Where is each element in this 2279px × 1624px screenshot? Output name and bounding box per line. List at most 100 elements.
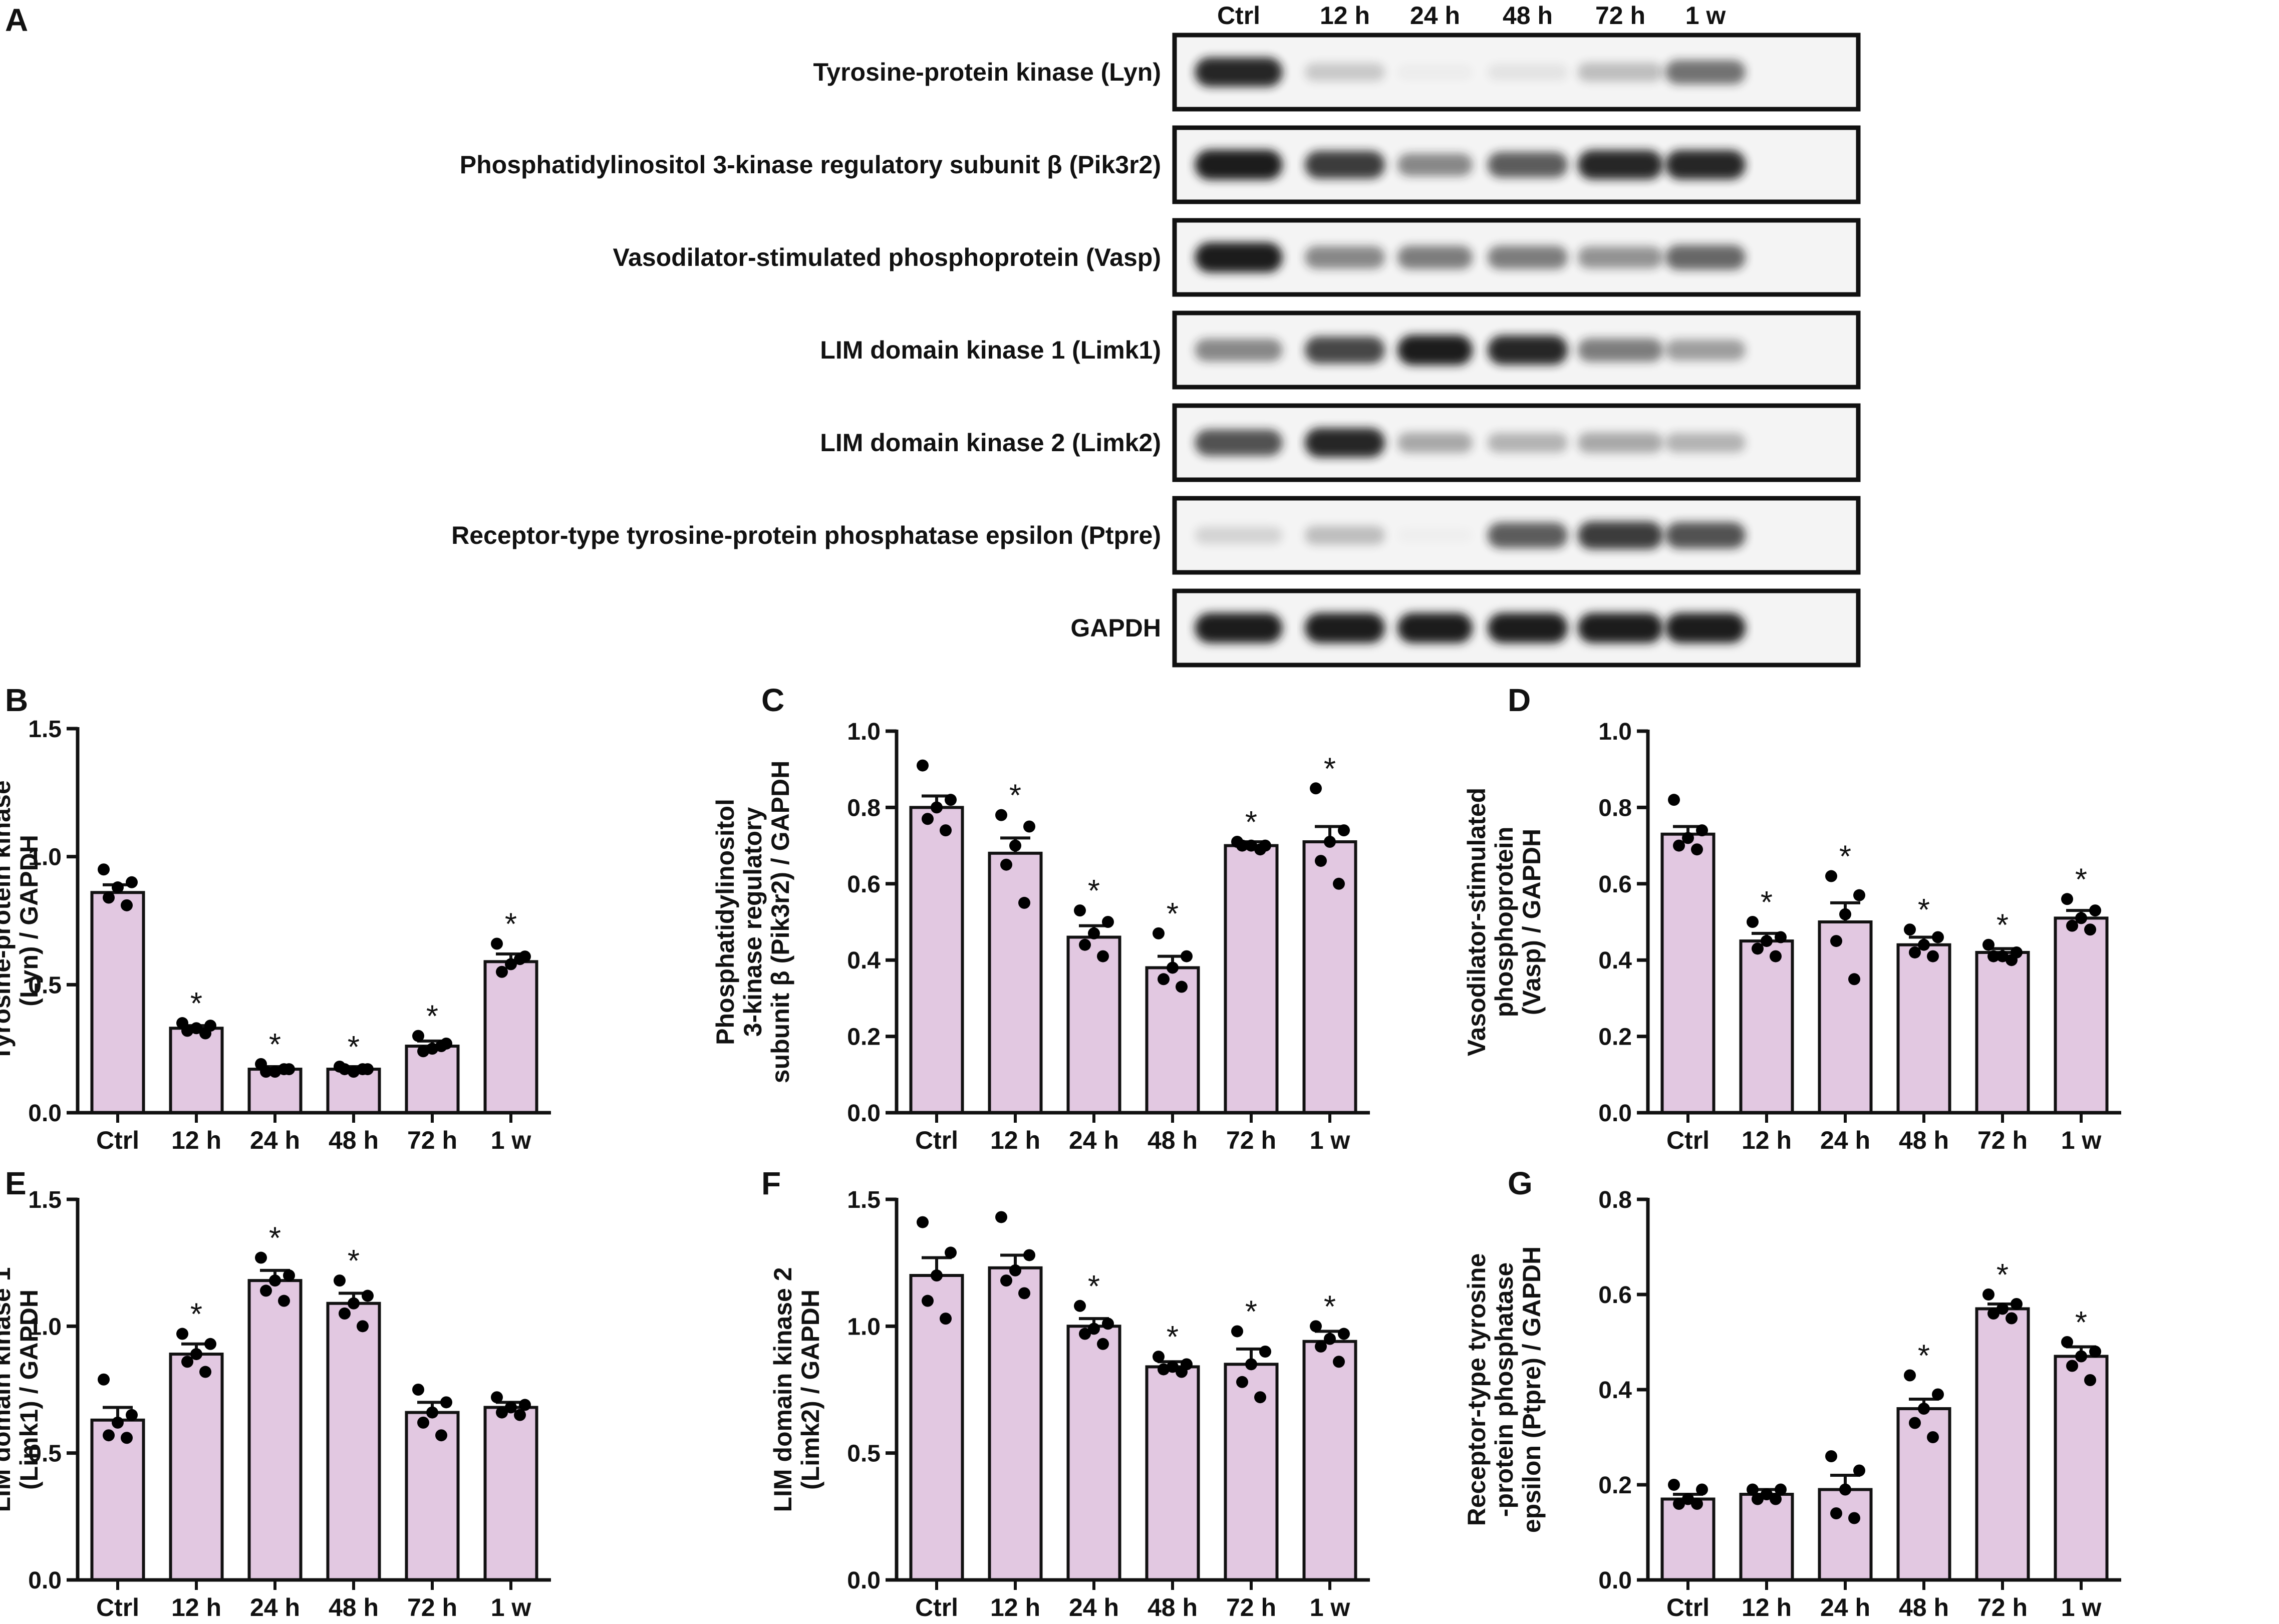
data-point xyxy=(1245,839,1257,852)
y-tick-label: 1.5 xyxy=(28,1187,62,1213)
x-tick-label: 48 h xyxy=(1148,1593,1198,1621)
data-point xyxy=(2075,912,2087,924)
lane-label: 1 w xyxy=(1685,2,1726,30)
data-point xyxy=(1023,820,1035,833)
chart-d: D Vasodilator-stimulated phosphoprotein (Va… xyxy=(1463,682,2121,1154)
data-point xyxy=(1167,961,1179,974)
data-point xyxy=(1338,1328,1350,1340)
x-tick-label: 48 h xyxy=(1899,1593,1949,1621)
y-axis-label: (Lyn) / GAPDH xyxy=(15,835,43,1007)
data-point xyxy=(1315,855,1327,867)
data-point xyxy=(505,958,517,970)
data-point xyxy=(1932,1388,1944,1401)
data-point xyxy=(1691,843,1703,856)
data-point xyxy=(278,1063,290,1076)
bar xyxy=(169,1353,224,1581)
panel-letter: G xyxy=(1508,1165,1533,1201)
blot-band xyxy=(1397,432,1473,453)
data-point xyxy=(269,1274,281,1287)
data-point xyxy=(1079,1328,1091,1340)
y-tick-label: 0.0 xyxy=(1598,1567,1632,1594)
x-tick-label: 12 h xyxy=(1742,1126,1792,1154)
x-tick-label: 48 h xyxy=(329,1126,379,1154)
data-point xyxy=(440,1396,452,1409)
data-point xyxy=(181,1025,193,1037)
y-tick-label: 0.4 xyxy=(847,947,881,974)
data-point xyxy=(1839,908,1851,920)
significance-marker: * xyxy=(190,1297,202,1332)
data-point xyxy=(922,1294,934,1307)
data-point xyxy=(1909,1417,1921,1429)
data-point xyxy=(1009,839,1021,852)
blot-band xyxy=(1488,433,1568,453)
blot-band xyxy=(1195,339,1283,362)
significance-marker: * xyxy=(1088,1269,1100,1304)
data-point xyxy=(1927,1431,1939,1443)
data-point xyxy=(1761,935,1773,947)
data-point xyxy=(1023,1249,1035,1261)
significance-marker: * xyxy=(348,1030,360,1065)
data-point xyxy=(514,953,526,965)
data-point xyxy=(931,801,943,814)
data-point xyxy=(1918,1403,1930,1415)
y-axis-label: (Limk2) / GAPDH xyxy=(796,1289,824,1490)
significance-marker: * xyxy=(1167,897,1179,931)
data-point xyxy=(190,1348,202,1361)
data-point xyxy=(204,1338,216,1350)
y-tick-label: 0.2 xyxy=(1598,1024,1632,1051)
significance-marker: * xyxy=(1324,1289,1336,1324)
blot-band xyxy=(1665,60,1746,84)
blot-band xyxy=(1397,335,1473,365)
data-point xyxy=(1088,1323,1100,1335)
data-point xyxy=(2006,1312,2018,1325)
x-tick-label: 12 h xyxy=(990,1126,1040,1154)
data-point xyxy=(945,1246,957,1259)
blot-label: Phosphatidylinositol 3-kinase regulatory… xyxy=(460,151,1161,179)
data-point xyxy=(1696,824,1708,837)
blot-strip: LIM domain kinase 2 (Limk2) xyxy=(820,403,1861,482)
bar xyxy=(247,1279,303,1581)
bar xyxy=(1145,966,1200,1114)
data-point xyxy=(1775,1483,1787,1496)
significance-marker: * xyxy=(426,1000,438,1034)
data-point xyxy=(1254,843,1266,856)
chart-f: F LIM domain kinase 2 (Limk2) / GAPDH Ctrl 1… xyxy=(761,1165,1370,1621)
blot-band xyxy=(1397,153,1473,176)
y-tick-label: 0.4 xyxy=(1598,1377,1632,1404)
data-point xyxy=(2061,893,2073,905)
bar xyxy=(1975,950,2030,1114)
y-tick-label: 1.5 xyxy=(28,716,62,743)
x-tick-label: Ctrl xyxy=(1666,1593,1710,1621)
bar-charts: B Tyrosine-protein kinase(Lyn) / GAPDH Ctr… xyxy=(0,682,2121,1621)
data-point xyxy=(1018,1287,1030,1300)
y-tick-label: 0.5 xyxy=(847,1441,881,1467)
y-tick-label: 0.8 xyxy=(1598,795,1632,821)
x-tick-label: 24 h xyxy=(1820,1126,1870,1154)
data-point xyxy=(348,1066,360,1078)
data-point xyxy=(1682,1493,1694,1505)
data-point xyxy=(1752,1493,1764,1505)
data-point xyxy=(357,1320,369,1333)
data-point xyxy=(1668,794,1680,806)
data-point xyxy=(412,1384,424,1396)
y-axis-label: 3-kinase regulatory xyxy=(739,807,767,1037)
blot-band xyxy=(1665,340,1746,361)
x-tick-label: 1 w xyxy=(491,1126,531,1154)
x-tick-label: 24 h xyxy=(1820,1593,1870,1621)
data-point xyxy=(121,1432,133,1444)
data-point xyxy=(1097,1338,1109,1350)
x-tick-label: 72 h xyxy=(407,1593,457,1621)
bar xyxy=(1302,840,1357,1114)
blot-band xyxy=(1195,526,1283,544)
blot-band xyxy=(1195,57,1283,87)
significance-marker: * xyxy=(1839,840,1851,874)
data-point xyxy=(1074,904,1086,917)
y-axis-label: Tyrosine-protein kinase xyxy=(0,780,16,1061)
data-point xyxy=(1245,1358,1257,1371)
bar xyxy=(1818,1488,1873,1581)
x-tick-label: 24 h xyxy=(1069,1126,1119,1154)
data-point xyxy=(1825,870,1837,882)
blot-band xyxy=(1195,242,1283,272)
data-point xyxy=(1932,931,1944,943)
y-tick-label: 1.0 xyxy=(28,844,62,871)
